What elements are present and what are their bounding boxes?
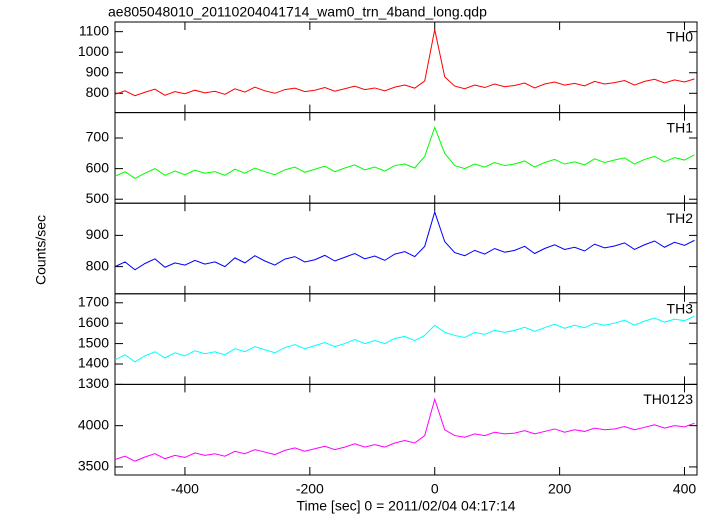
x-tick-label: -200 <box>296 481 324 497</box>
y-tick-label: 1500 <box>78 334 109 350</box>
series-line <box>114 29 695 97</box>
panel-frame <box>114 202 698 295</box>
series-label: TH0123 <box>643 391 693 407</box>
panel-frame <box>114 21 698 114</box>
y-tick-label: 1700 <box>78 293 109 309</box>
y-tick-label: 1600 <box>78 314 109 330</box>
x-tick-label: 0 <box>431 481 439 497</box>
series-line <box>114 210 695 271</box>
y-tick-label: 900 <box>86 63 110 79</box>
series-label: TH1 <box>667 119 694 135</box>
y-tick-label: 600 <box>86 159 110 175</box>
y-tick-label: 900 <box>86 226 110 242</box>
y-tick-label: 800 <box>86 257 110 273</box>
series-label: TH3 <box>667 301 694 317</box>
y-tick-label: 1100 <box>79 22 109 38</box>
panel-frame <box>114 383 698 476</box>
y-tick-label: 3500 <box>78 458 109 474</box>
panel-frame <box>114 293 698 385</box>
y-tick-label: 500 <box>86 190 110 206</box>
series-line <box>114 315 695 363</box>
y-tick-label: 800 <box>86 84 110 100</box>
y-axis-label: Counts/sec <box>33 215 49 285</box>
y-tick-label: 1400 <box>78 355 109 371</box>
y-tick-label: 1300 <box>78 375 109 391</box>
chart-title: ae805048010_20110204041714_wam0_trn_4ban… <box>108 4 487 20</box>
y-tick-label: 700 <box>86 129 110 145</box>
x-tick-label: -400 <box>171 481 199 497</box>
series-line <box>114 125 695 179</box>
series-line <box>114 397 695 462</box>
series-label: TH2 <box>667 210 694 226</box>
x-tick-label: 400 <box>673 481 697 497</box>
y-tick-label: 4000 <box>78 416 109 432</box>
series-label: TH0 <box>667 29 694 45</box>
panel-frame <box>114 112 698 204</box>
x-axis-label: Time [sec] 0 = 2011/02/04 04:17:14 <box>296 498 515 514</box>
y-tick-label: 1000 <box>78 43 109 59</box>
x-tick-label: 200 <box>548 481 572 497</box>
